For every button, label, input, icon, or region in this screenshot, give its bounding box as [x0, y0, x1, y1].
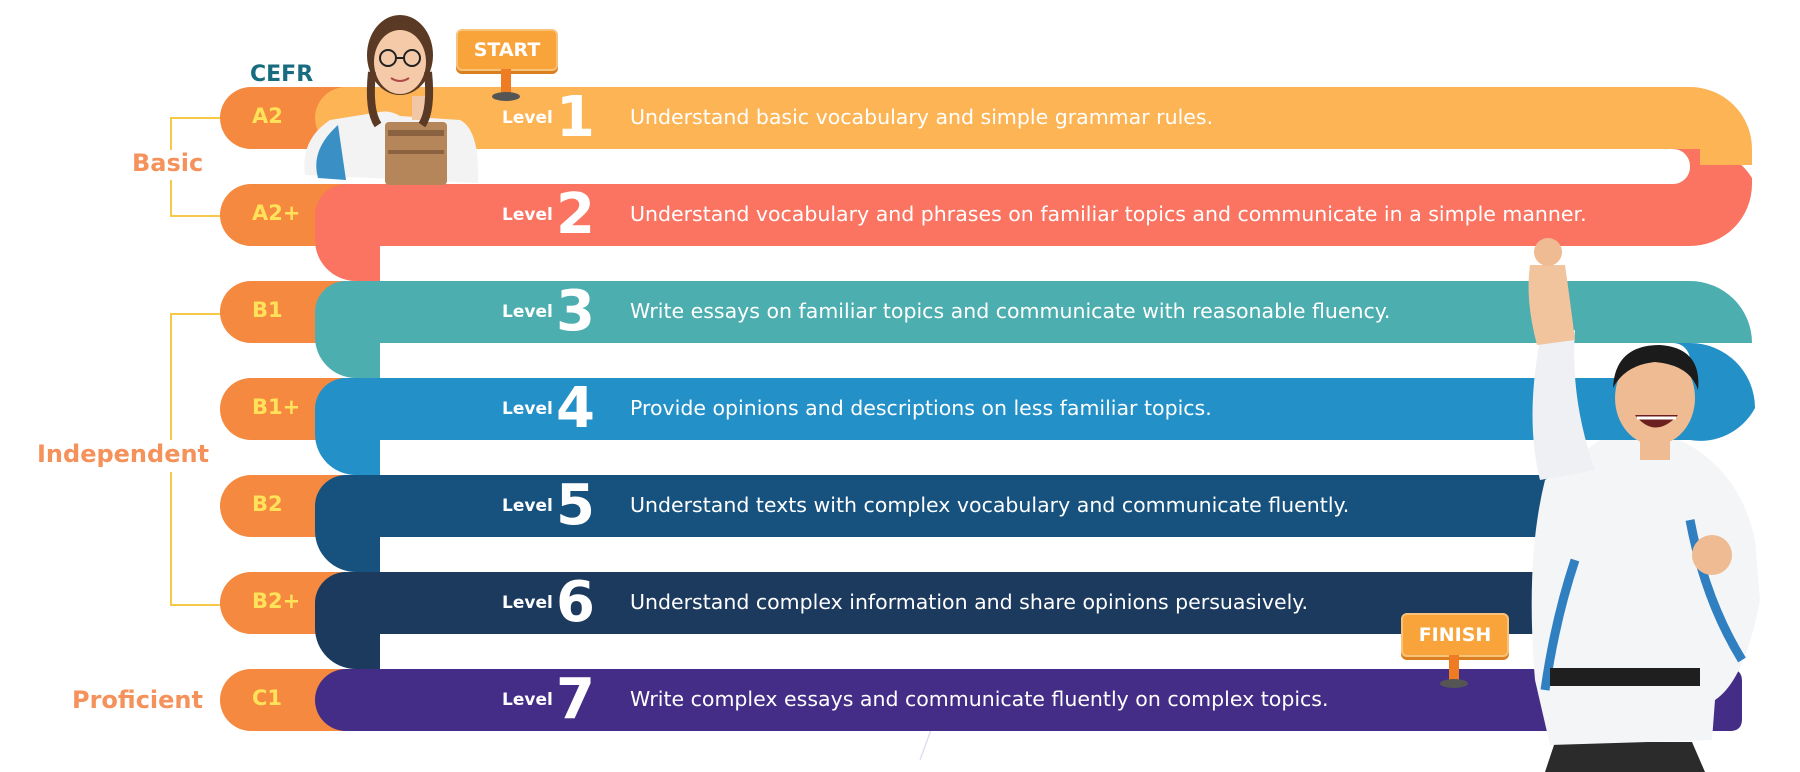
cefr-code: B2: [252, 492, 283, 516]
cefr-code: C1: [252, 686, 283, 710]
level-word: Level: [502, 205, 553, 225]
level-word: Level: [502, 108, 553, 128]
finish-sign-post: [1449, 655, 1459, 681]
finish-sign: FINISH: [1401, 613, 1509, 689]
cefr-code: B2+: [252, 589, 301, 613]
start-sign-base: [492, 92, 520, 101]
level-number: 1: [556, 85, 595, 150]
level-description: Understand texts with complex vocabulary…: [630, 493, 1350, 517]
cefr-code: A2: [252, 104, 283, 128]
level-description: Understand basic vocabulary and simple g…: [630, 105, 1214, 129]
band-level-7: [315, 669, 1742, 731]
group-label-independent: Independent: [37, 440, 210, 468]
level-word: Level: [502, 593, 553, 613]
band-level-5: [315, 475, 1570, 572]
band-level-1: [315, 87, 1752, 165]
finish-sign-base: [1440, 679, 1468, 688]
cefr-code: B1+: [252, 395, 301, 419]
level-word: Level: [502, 399, 553, 419]
level-description: Understand vocabulary and phrases on fam…: [630, 202, 1587, 226]
level-description: Understand complex information and share…: [630, 590, 1309, 614]
student-boy-illustration: [1528, 238, 1760, 772]
cefr-code: A2+: [252, 201, 301, 225]
band-level-2: [315, 184, 1690, 281]
band-level-3: [315, 281, 1752, 378]
student-girl-illustration: [304, 15, 479, 185]
band-level-4: [315, 378, 1690, 475]
level-number: 6: [556, 570, 595, 635]
level-word: Level: [502, 496, 553, 516]
level-word: Level: [502, 302, 553, 322]
level-number: 5: [556, 473, 595, 538]
level-bands: [315, 87, 1755, 731]
level-number: 7: [556, 667, 595, 732]
group-label-basic: Basic: [132, 149, 204, 177]
level-description: Provide opinions and descriptions on les…: [630, 396, 1212, 420]
group-label-proficient: Proficient: [72, 686, 203, 714]
start-sign: START: [456, 29, 558, 101]
finish-sign-board: FINISH: [1401, 613, 1509, 657]
cefr-code: B1: [252, 298, 283, 322]
level-number: 4: [556, 376, 595, 441]
level-description: Write complex essays and communicate flu…: [630, 687, 1329, 711]
group-brackets: [170, 117, 226, 606]
cefr-heading: CEFR: [250, 62, 314, 87]
level-word: Level: [502, 690, 553, 710]
level-description: Write essays on familiar topics and comm…: [630, 299, 1391, 323]
level-number: 2: [556, 182, 595, 247]
band-level-6: [315, 572, 1570, 669]
start-sign-board: START: [456, 29, 558, 71]
level-number: 3: [556, 279, 595, 344]
start-sign-post: [501, 69, 511, 95]
